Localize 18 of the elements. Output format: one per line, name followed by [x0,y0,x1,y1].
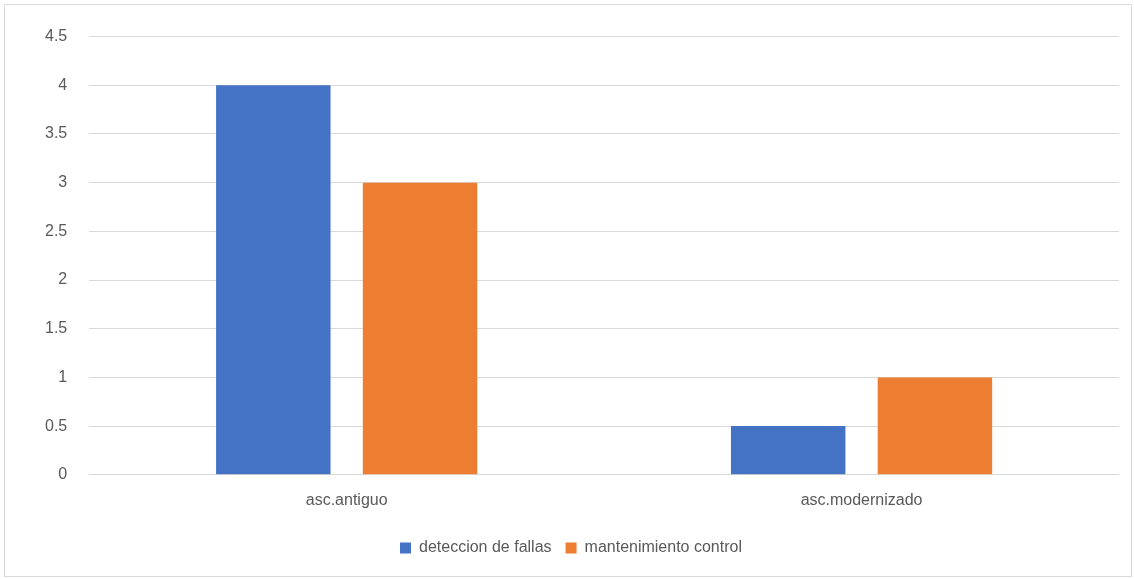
y-tick-label: 3.5 [44,124,68,142]
bar [877,377,993,475]
x-tick-label: asc.antiguo [305,490,388,508]
y-tick-label: 4 [58,75,68,93]
y-tick-label: 2 [58,270,68,288]
x-tick-label: asc.modernizado [800,490,923,508]
y-tick-label: 2.5 [44,221,68,239]
y-tick-label: 3 [58,173,68,191]
legend-label: mantenimiento control [584,538,742,556]
y-tick-label: 0.5 [44,416,68,434]
y-tick-label: 0 [58,465,68,483]
y-tick-label: 1 [58,367,68,385]
y-tick-label: 4.5 [44,27,68,45]
bar [730,426,846,475]
bar [216,85,331,475]
bar [362,182,478,475]
legend-label: deteccion de fallas [419,538,552,556]
y-tick-label: 1.5 [44,319,68,337]
